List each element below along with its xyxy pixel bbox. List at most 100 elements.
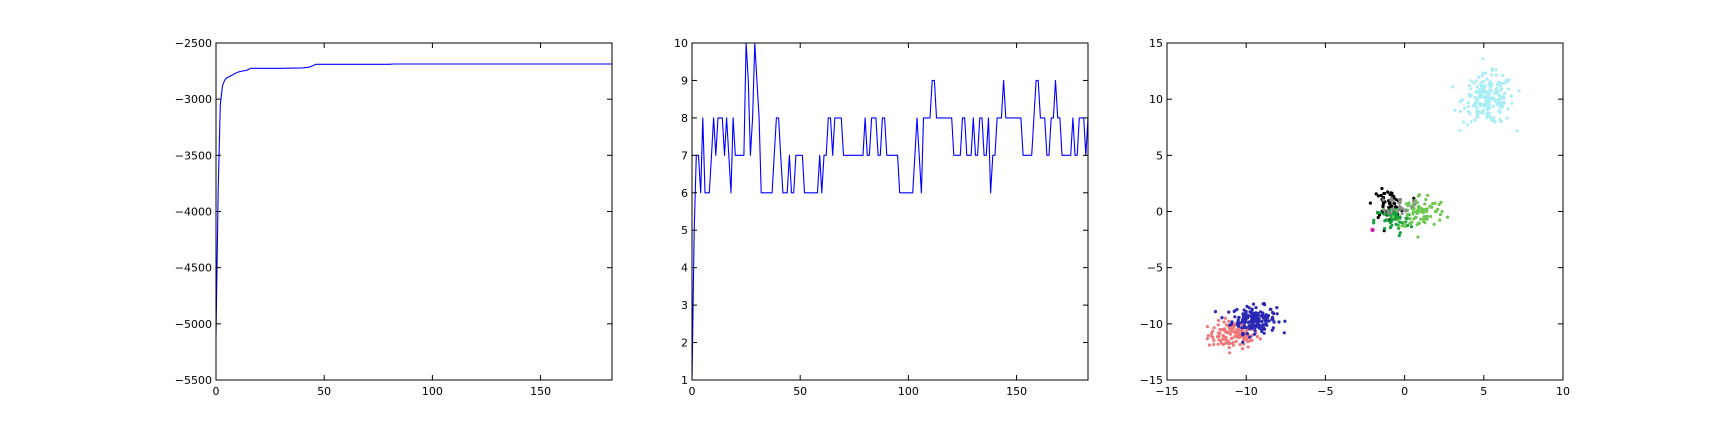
scatter-point	[1495, 83, 1500, 87]
scatter-point	[1233, 315, 1237, 319]
scatter-point	[1487, 82, 1491, 86]
scatter-point	[1368, 201, 1372, 205]
scatter-point	[1275, 306, 1279, 310]
scatter-point	[1404, 209, 1408, 213]
scatter-point	[1398, 201, 1402, 205]
scatter-point	[1283, 319, 1287, 323]
scatter-point	[1491, 104, 1495, 109]
scatter-point	[1245, 332, 1249, 336]
scatter-point	[1233, 334, 1237, 339]
scatter-point	[1424, 207, 1428, 211]
scatter-point	[1458, 109, 1462, 113]
scatter-point	[1503, 91, 1507, 95]
scatter-point	[1383, 219, 1387, 223]
scatter-point	[1242, 308, 1246, 312]
scatter-point	[1499, 88, 1503, 92]
scatter-point	[1372, 221, 1376, 225]
y-tick-label: 9	[681, 74, 688, 87]
scatter-point	[1228, 351, 1232, 355]
scatter-point	[1253, 314, 1257, 318]
x-tick-label: 100	[422, 385, 443, 398]
scatter-point	[1275, 312, 1279, 316]
y-tick-label: −3000	[175, 93, 212, 106]
scatter-point	[1382, 208, 1386, 212]
x-tick-label: 0	[689, 385, 696, 398]
scatter-point	[1490, 73, 1494, 77]
scatter-point	[1492, 91, 1496, 95]
scatter-point	[1240, 318, 1245, 322]
scatter-point	[1492, 119, 1496, 123]
scatter-point	[1435, 207, 1440, 211]
panel-cluster-scatter: −15 −10 −5 0 5 10 −15 −10 −5 0 5 10 15	[1140, 37, 1570, 398]
scatter-point	[1268, 307, 1272, 311]
scatter-point	[1517, 89, 1521, 93]
scatter-point	[1473, 118, 1477, 122]
y-tick-label: −5000	[175, 318, 212, 331]
y-tick-label: −5	[1147, 262, 1163, 275]
scatter-point	[1241, 312, 1245, 316]
scatter-point	[1466, 105, 1471, 109]
scatter-point	[1509, 94, 1513, 98]
scatter-point	[1222, 320, 1226, 324]
scatter-point	[1397, 224, 1401, 228]
scatter-point	[1458, 100, 1462, 104]
scatter-point	[1458, 129, 1462, 133]
scatter-point	[1250, 325, 1254, 329]
scatter-point	[1494, 88, 1498, 92]
x-tick-label: 5	[1480, 385, 1487, 398]
scatter-point	[1415, 209, 1419, 213]
scatter-point	[1252, 332, 1257, 336]
y-tick-label: 7	[681, 149, 688, 162]
scatter-point	[1389, 220, 1393, 224]
scatter-point	[1412, 206, 1416, 211]
y-tick-label: 4	[681, 262, 688, 275]
scatter-point	[1386, 190, 1390, 194]
scatter-point	[1403, 221, 1407, 225]
scatter-point	[1376, 194, 1380, 198]
scatter-point	[1498, 110, 1502, 114]
scatter-point	[1475, 99, 1479, 103]
scatter-point	[1419, 217, 1423, 221]
scatter-point	[1212, 326, 1216, 330]
scatter-point	[1488, 79, 1492, 84]
scatter-point	[1478, 82, 1483, 86]
scatter-point	[1506, 87, 1511, 91]
scatter-point	[1467, 109, 1471, 113]
scatter-point	[1230, 327, 1234, 331]
scatter-point	[1213, 310, 1218, 314]
scatter-point	[1217, 334, 1221, 338]
scatter-point	[1429, 214, 1433, 219]
y-tick-label: −3500	[175, 149, 212, 162]
scatter-point	[1488, 84, 1492, 88]
scatter-point	[1409, 205, 1414, 209]
scatter-point	[1205, 325, 1209, 329]
scatter-point	[1481, 57, 1485, 61]
scatter-point	[1414, 215, 1418, 219]
scatter-point	[1370, 227, 1375, 233]
scatter-point	[1422, 215, 1426, 219]
scatter-point	[1209, 331, 1214, 335]
scatter-point	[1237, 316, 1241, 320]
scatter-point	[1231, 343, 1235, 347]
y-tick-label: 3	[681, 299, 688, 312]
scatter-point	[1258, 326, 1262, 330]
scatter-point	[1490, 67, 1495, 71]
scatter-point	[1489, 89, 1493, 93]
scatter-point	[1477, 75, 1481, 79]
scatter-point	[1483, 103, 1487, 107]
y-tick-label: −5500	[175, 374, 212, 387]
scatter-point	[1412, 210, 1416, 214]
scatter-point	[1379, 193, 1383, 198]
scatter-point	[1439, 200, 1443, 204]
scatter-point	[1241, 314, 1245, 318]
scatter-point	[1243, 320, 1247, 324]
scatter-point	[1491, 96, 1495, 100]
scatter-point	[1227, 310, 1231, 314]
scatter-point	[1238, 321, 1242, 325]
scatter-point	[1221, 333, 1225, 338]
x-tick-label: 50	[317, 385, 331, 398]
scatter-point	[1380, 186, 1384, 191]
scatter-point	[1498, 84, 1503, 88]
scatter-point	[1475, 106, 1479, 110]
scatter-point	[1258, 310, 1263, 314]
